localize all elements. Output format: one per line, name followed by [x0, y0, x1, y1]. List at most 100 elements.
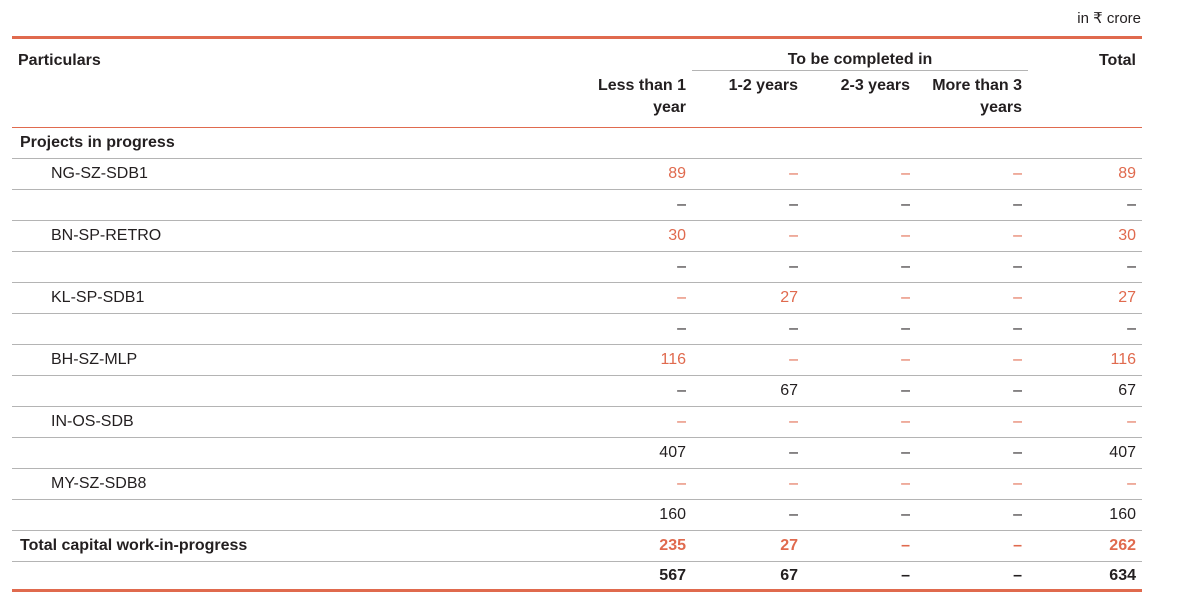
- total-cell: –: [916, 530, 1028, 562]
- value-cell: 30: [1028, 220, 1142, 252]
- table-row: BN-SP-RETRO 30– – –30: [12, 220, 1142, 252]
- table-row: 407– – –407: [12, 437, 1142, 469]
- value-cell: 89: [582, 158, 692, 190]
- value-cell: –: [1028, 313, 1142, 345]
- value-cell: –: [804, 499, 916, 531]
- table-row: – – – – –: [12, 313, 1142, 345]
- table-row: – – – – –: [12, 189, 1142, 221]
- table-row: BH-SZ-MLP 116– – –116: [12, 344, 1142, 376]
- value-cell: 116: [1028, 344, 1142, 376]
- value-cell: –: [692, 313, 804, 345]
- value-cell: –: [692, 499, 804, 531]
- value-cell: –: [804, 344, 916, 376]
- value-cell: 27: [1028, 282, 1142, 314]
- value-cell: –: [582, 282, 692, 314]
- project-label: [12, 499, 582, 531]
- unit-note: in ₹ crore: [1077, 10, 1141, 27]
- project-label: KL-SP-SDB1: [12, 282, 582, 314]
- value-cell: –: [692, 406, 804, 438]
- table-row: KL-SP-SDB1–27– –27: [12, 282, 1142, 314]
- total-cell: –: [804, 530, 916, 562]
- project-label: BN-SP-RETRO: [12, 220, 582, 252]
- project-label: [12, 189, 582, 221]
- col-1-2-years: 1-2 years: [692, 70, 804, 128]
- total-prev-cell: 567: [582, 561, 692, 592]
- completion-group-header: To be completed in: [692, 36, 1028, 71]
- value-cell: –: [804, 313, 916, 345]
- value-cell: –: [916, 499, 1028, 531]
- value-cell: –: [582, 251, 692, 283]
- total-cell: 262: [1028, 530, 1142, 562]
- total-label: Total capital work-in-progress: [12, 530, 582, 562]
- project-label: MY-SZ-SDB8: [12, 468, 582, 500]
- value-cell: –: [916, 189, 1028, 221]
- total-prev-cell: –: [916, 561, 1028, 592]
- value-cell: –: [582, 313, 692, 345]
- value-cell: –: [916, 468, 1028, 500]
- total-prev-cell: –: [804, 561, 916, 592]
- total-header: Total: [1028, 36, 1142, 71]
- value-cell: –: [804, 406, 916, 438]
- value-cell: –: [916, 158, 1028, 190]
- value-cell: –: [582, 189, 692, 221]
- value-cell: 89: [1028, 158, 1142, 190]
- value-cell: –: [692, 251, 804, 283]
- value-cell: 67: [1028, 375, 1142, 407]
- value-cell: –: [582, 375, 692, 407]
- value-cell: –: [916, 220, 1028, 252]
- value-cell: 67: [692, 375, 804, 407]
- project-label: [12, 251, 582, 283]
- value-cell: –: [916, 437, 1028, 469]
- value-cell: –: [804, 251, 916, 283]
- value-cell: –: [804, 437, 916, 469]
- value-cell: –: [916, 282, 1028, 314]
- total-prev-cell: 67: [692, 561, 804, 592]
- table-row: NG-SZ-SDB1 89– – –89: [12, 158, 1142, 190]
- table-row: IN-OS-SDB – – – – –: [12, 406, 1142, 438]
- col-2-3-years: 2-3 years: [804, 70, 916, 128]
- table-row: – – – – –: [12, 251, 1142, 283]
- value-cell: 407: [582, 437, 692, 469]
- capital-wip-ageing-table: Particulars To be completed in Total Les…: [12, 36, 1142, 592]
- section-heading: Projects in progress: [12, 127, 1142, 159]
- value-cell: –: [1028, 468, 1142, 500]
- col-more-than-3-years: More than 3 years: [916, 70, 1028, 128]
- project-label: NG-SZ-SDB1: [12, 158, 582, 190]
- value-cell: –: [804, 468, 916, 500]
- value-cell: 160: [582, 499, 692, 531]
- value-cell: –: [692, 220, 804, 252]
- value-cell: 407: [1028, 437, 1142, 469]
- project-label: [12, 437, 582, 469]
- value-cell: 27: [692, 282, 804, 314]
- total-cell: 235: [582, 530, 692, 562]
- value-cell: 30: [582, 220, 692, 252]
- value-cell: –: [804, 189, 916, 221]
- value-cell: –: [804, 282, 916, 314]
- value-cell: –: [916, 344, 1028, 376]
- value-cell: 116: [582, 344, 692, 376]
- value-cell: –: [582, 468, 692, 500]
- total-prev-cell: 634: [1028, 561, 1142, 592]
- value-cell: –: [582, 406, 692, 438]
- table-row: –67– –67: [12, 375, 1142, 407]
- col-less-than-1-year: Less than 1 year: [582, 70, 692, 128]
- value-cell: –: [916, 375, 1028, 407]
- value-cell: –: [1028, 251, 1142, 283]
- value-cell: –: [692, 158, 804, 190]
- value-cell: –: [1028, 406, 1142, 438]
- project-label: [12, 313, 582, 345]
- value-cell: –: [692, 437, 804, 469]
- value-cell: –: [916, 313, 1028, 345]
- particulars-header: Particulars: [12, 36, 582, 71]
- value-cell: –: [692, 189, 804, 221]
- project-label: BH-SZ-MLP: [12, 344, 582, 376]
- value-cell: –: [804, 158, 916, 190]
- value-cell: –: [692, 344, 804, 376]
- value-cell: –: [916, 406, 1028, 438]
- value-cell: 160: [1028, 499, 1142, 531]
- table-row: 160– – –160: [12, 499, 1142, 531]
- table-row: MY-SZ-SDB8– – – – –: [12, 468, 1142, 500]
- value-cell: –: [1028, 189, 1142, 221]
- value-cell: –: [692, 468, 804, 500]
- value-cell: –: [804, 220, 916, 252]
